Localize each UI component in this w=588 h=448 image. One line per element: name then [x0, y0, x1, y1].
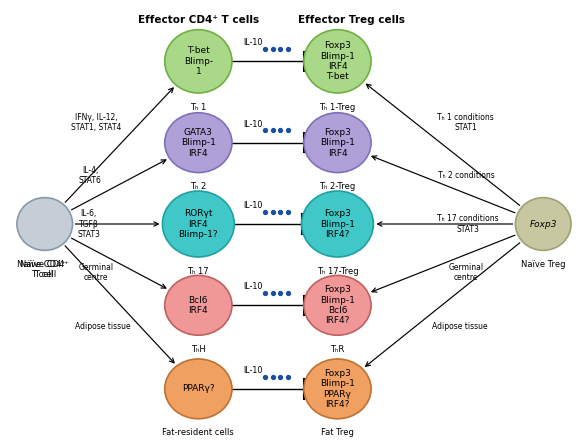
Text: Naïve CD4⁺
T cell: Naïve CD4⁺ T cell [21, 260, 69, 280]
Text: IL-10: IL-10 [244, 282, 263, 291]
Text: TₕR: TₕR [330, 345, 345, 354]
Text: Tₕ 2 conditions: Tₕ 2 conditions [437, 171, 495, 180]
Ellipse shape [17, 198, 72, 250]
Text: Effector Treg cells: Effector Treg cells [299, 15, 406, 25]
Text: Adipose tissue: Adipose tissue [75, 322, 131, 331]
Ellipse shape [304, 113, 371, 172]
Text: Tₕ 17-Treg: Tₕ 17-Treg [317, 267, 358, 276]
Ellipse shape [304, 276, 371, 335]
Text: Germinal
centre: Germinal centre [79, 263, 113, 282]
Text: Foxp3
Blimp-1
PPARγ
IRF4?: Foxp3 Blimp-1 PPARγ IRF4? [320, 369, 355, 409]
Text: T-bet
Blimp-
1: T-bet Blimp- 1 [184, 47, 213, 76]
Text: IL-10: IL-10 [244, 201, 263, 210]
Ellipse shape [165, 30, 232, 93]
Text: Foxp3
Blimp-1
IRF4: Foxp3 Blimp-1 IRF4 [320, 128, 355, 158]
Text: Tₕ 17 conditions
STAT3: Tₕ 17 conditions STAT3 [437, 214, 499, 234]
Text: Tₕ 1: Tₕ 1 [191, 103, 206, 112]
Text: Tₕ 2: Tₕ 2 [191, 182, 206, 191]
Ellipse shape [162, 191, 234, 257]
Text: Naïve Treg: Naïve Treg [521, 260, 566, 269]
Text: Naïve CD4⁺
T cell: Naïve CD4⁺ T cell [18, 260, 66, 280]
Text: Adipose tissue: Adipose tissue [432, 323, 487, 332]
Text: IL-4,
STAT6: IL-4, STAT6 [79, 166, 102, 185]
Ellipse shape [516, 198, 571, 250]
Text: Germinal
centre: Germinal centre [449, 263, 484, 282]
Ellipse shape [304, 30, 371, 93]
Ellipse shape [165, 113, 232, 172]
Text: IL-10: IL-10 [244, 120, 263, 129]
Text: PPARγ?: PPARγ? [182, 384, 215, 393]
Text: Foxp3: Foxp3 [530, 220, 557, 228]
Text: IFNγ, IL-12,
STAT1, STAT4: IFNγ, IL-12, STAT1, STAT4 [71, 113, 122, 132]
Text: Effector CD4⁺ T cells: Effector CD4⁺ T cells [138, 15, 259, 25]
Text: Bcl6
IRF4: Bcl6 IRF4 [189, 296, 208, 315]
Text: Tₕ 1-Treg: Tₕ 1-Treg [319, 103, 356, 112]
Text: TₕH: TₕH [191, 345, 206, 354]
Text: Tₕ 17: Tₕ 17 [188, 267, 209, 276]
Text: IL-6,
TGFβ
STAT3: IL-6, TGFβ STAT3 [77, 209, 100, 239]
Text: Tₕ 1 conditions
STAT1: Tₕ 1 conditions STAT1 [437, 113, 494, 132]
Ellipse shape [165, 276, 232, 335]
Text: Foxp3
Blimp-1
Bcl6
IRF4?: Foxp3 Blimp-1 Bcl6 IRF4? [320, 285, 355, 325]
Text: IL-10: IL-10 [244, 39, 263, 47]
Text: Fat-resident cells: Fat-resident cells [162, 428, 234, 437]
Ellipse shape [304, 359, 371, 419]
Text: RORγt
IRF4
Blimp-1?: RORγt IRF4 Blimp-1? [179, 209, 218, 239]
Text: IL-10: IL-10 [244, 366, 263, 375]
Text: GATA3
Blimp-1
IRF4: GATA3 Blimp-1 IRF4 [181, 128, 216, 158]
Text: Fat Treg: Fat Treg [321, 428, 354, 437]
Text: Foxp3
Blimp-1
IRF4
T-bet: Foxp3 Blimp-1 IRF4 T-bet [320, 41, 355, 82]
Text: Tₕ 2-Treg: Tₕ 2-Treg [319, 182, 356, 191]
Ellipse shape [165, 359, 232, 419]
Ellipse shape [302, 191, 373, 257]
Text: Foxp3
Blimp-1
IRF4?: Foxp3 Blimp-1 IRF4? [320, 209, 355, 239]
